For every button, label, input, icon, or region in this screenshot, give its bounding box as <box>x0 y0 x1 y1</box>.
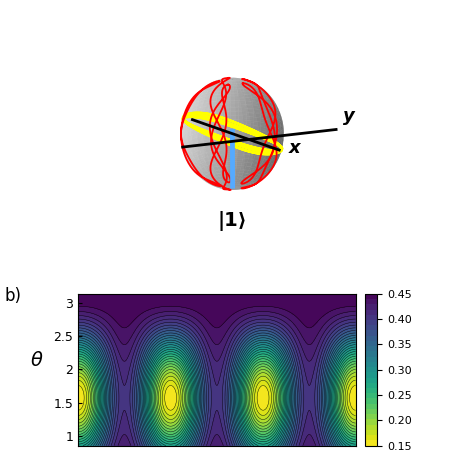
Text: b): b) <box>5 287 22 305</box>
Y-axis label: θ: θ <box>31 351 43 370</box>
